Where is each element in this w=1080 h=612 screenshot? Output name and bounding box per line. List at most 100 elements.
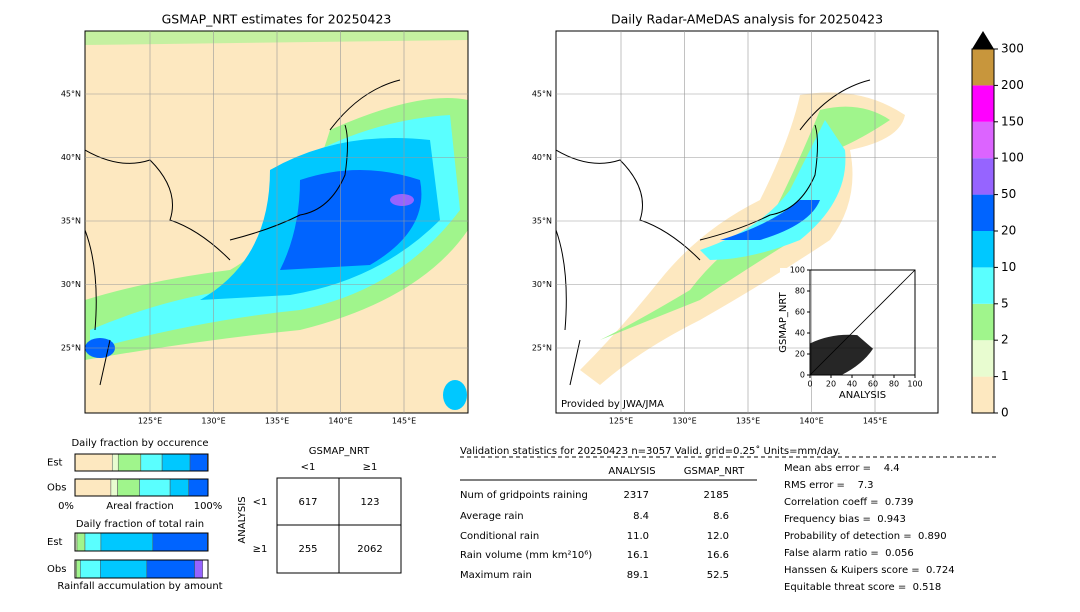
score: Frequency bias = 0.943	[784, 514, 906, 525]
score: Probability of detection = 0.890	[784, 531, 947, 542]
colorbar-bin	[972, 49, 994, 86]
stat-value: 8.4	[633, 511, 649, 522]
fraction-segment	[117, 478, 140, 497]
scatter-frame	[809, 269, 916, 376]
colorbar-label: 300	[1001, 42, 1024, 56]
lon-label: 125°E	[138, 417, 162, 426]
row-title: ANALYSIS	[237, 496, 248, 543]
y-tick-label: 60	[795, 308, 805, 317]
fraction-segment	[100, 532, 154, 552]
bar-frame	[74, 453, 209, 472]
stat-label: Num of gridpoints raining	[460, 490, 588, 501]
fraction-segment	[194, 559, 203, 579]
fraction-segment	[74, 478, 112, 497]
colorbar-label: 150	[1001, 114, 1024, 128]
fraction-segment	[74, 453, 113, 472]
axis-label: 0%	[58, 501, 74, 512]
y-tick-label: 80	[795, 287, 805, 296]
x-tick-label: 100	[907, 380, 922, 389]
y-tick-label: 100	[790, 266, 805, 275]
colorbar-label: 50	[1001, 187, 1016, 201]
colorbar-label: 100	[1001, 151, 1024, 165]
row-label: <1	[253, 497, 268, 508]
fraction-segment	[117, 453, 142, 472]
stat-value: 8.6	[713, 511, 729, 522]
x-tick-label: 60	[868, 380, 878, 389]
fraction-segment	[161, 453, 191, 472]
axis-label: Areal fraction	[106, 501, 173, 512]
fraction-segment	[100, 559, 148, 579]
fraction-segment	[110, 478, 118, 497]
col-header: GSMAP_NRT	[684, 466, 745, 477]
left-map	[84, 30, 469, 414]
fraction-segment	[139, 478, 171, 497]
lat-label: 25°N	[61, 344, 81, 353]
lon-label: 145°E	[392, 417, 416, 426]
colorbar-bin	[972, 121, 994, 159]
stat-label: Maximum rain	[460, 570, 532, 581]
table-cell: 255	[298, 544, 317, 555]
colorbar-label: 20	[1001, 224, 1016, 238]
x-tick-label: 20	[826, 380, 836, 389]
lon-label: 135°E	[736, 417, 760, 426]
stat-value: 52.5	[707, 570, 729, 581]
colorbar-bin	[972, 340, 994, 377]
lat-label: 45°N	[61, 90, 81, 99]
lat-label: 35°N	[61, 217, 81, 226]
fraction-segment	[189, 453, 208, 472]
table-title: GSMAP_NRT	[309, 446, 370, 457]
lat-label: 40°N	[532, 153, 552, 162]
lon-label: 125°E	[609, 417, 633, 426]
lat-label: 25°N	[532, 344, 552, 353]
fraction-segment	[76, 559, 81, 579]
lat-label: 45°N	[532, 90, 552, 99]
table-cell: 617	[298, 497, 317, 508]
colorbar-bin	[972, 267, 994, 304]
lon-label: 140°E	[799, 417, 823, 426]
scatter-cloud	[810, 334, 873, 375]
score: False alarm ratio = 0.056	[784, 548, 914, 559]
bar-label: Obs	[47, 564, 66, 575]
fraction-segment	[152, 532, 208, 552]
lat-label: 40°N	[61, 153, 81, 162]
axis-label: 100%	[194, 501, 223, 512]
col-label: <1	[301, 462, 316, 473]
table-cell: 123	[360, 497, 379, 508]
fraction-segment	[80, 559, 101, 579]
y-axis-label: GSMAP_NRT	[778, 291, 789, 352]
map-title: Daily Radar-AMeDAS analysis for 20250423	[611, 12, 883, 27]
fraction-segment	[169, 478, 189, 497]
panel-title: Daily fraction by occurence	[71, 438, 208, 449]
stat-value: 16.1	[627, 550, 649, 561]
fraction-segment	[140, 453, 163, 472]
colorbar-bin	[972, 376, 994, 413]
colorbar-bin	[972, 158, 994, 195]
table-cell: 2062	[357, 544, 382, 555]
stat-value: 89.1	[627, 570, 649, 581]
score: Mean abs error = 4.4	[784, 463, 900, 474]
bar-label: Est	[47, 458, 63, 469]
lon-label: 140°E	[328, 417, 352, 426]
colorbar-bin	[972, 194, 994, 231]
colorbar-bin	[972, 231, 994, 268]
stat-label: Rain volume (mm km²10⁶)	[460, 550, 592, 561]
colorbar-label: 1	[1001, 369, 1009, 383]
colorbar-label: 10	[1001, 260, 1016, 274]
lon-label: 145°E	[863, 417, 887, 426]
stat-value: 2185	[704, 490, 729, 501]
stat-value: 16.6	[707, 550, 729, 561]
colorbar-label: 2	[1001, 333, 1009, 347]
score: RMS error = 7.3	[784, 480, 874, 491]
colorbar-extend	[972, 31, 994, 49]
bar-frame	[74, 478, 209, 497]
row-label: ≥1	[253, 544, 268, 555]
y-tick-label: 40	[795, 329, 805, 338]
x-axis-label: ANALYSIS	[839, 390, 886, 401]
score: Equitable threat score = 0.518	[784, 582, 941, 593]
bar-frame	[74, 559, 209, 579]
panel-title: Daily fraction of total rain	[76, 519, 204, 530]
lat-label: 30°N	[61, 280, 81, 289]
fraction-segment	[111, 453, 119, 472]
fraction-segment	[76, 532, 86, 552]
bar-label: Obs	[47, 483, 66, 494]
